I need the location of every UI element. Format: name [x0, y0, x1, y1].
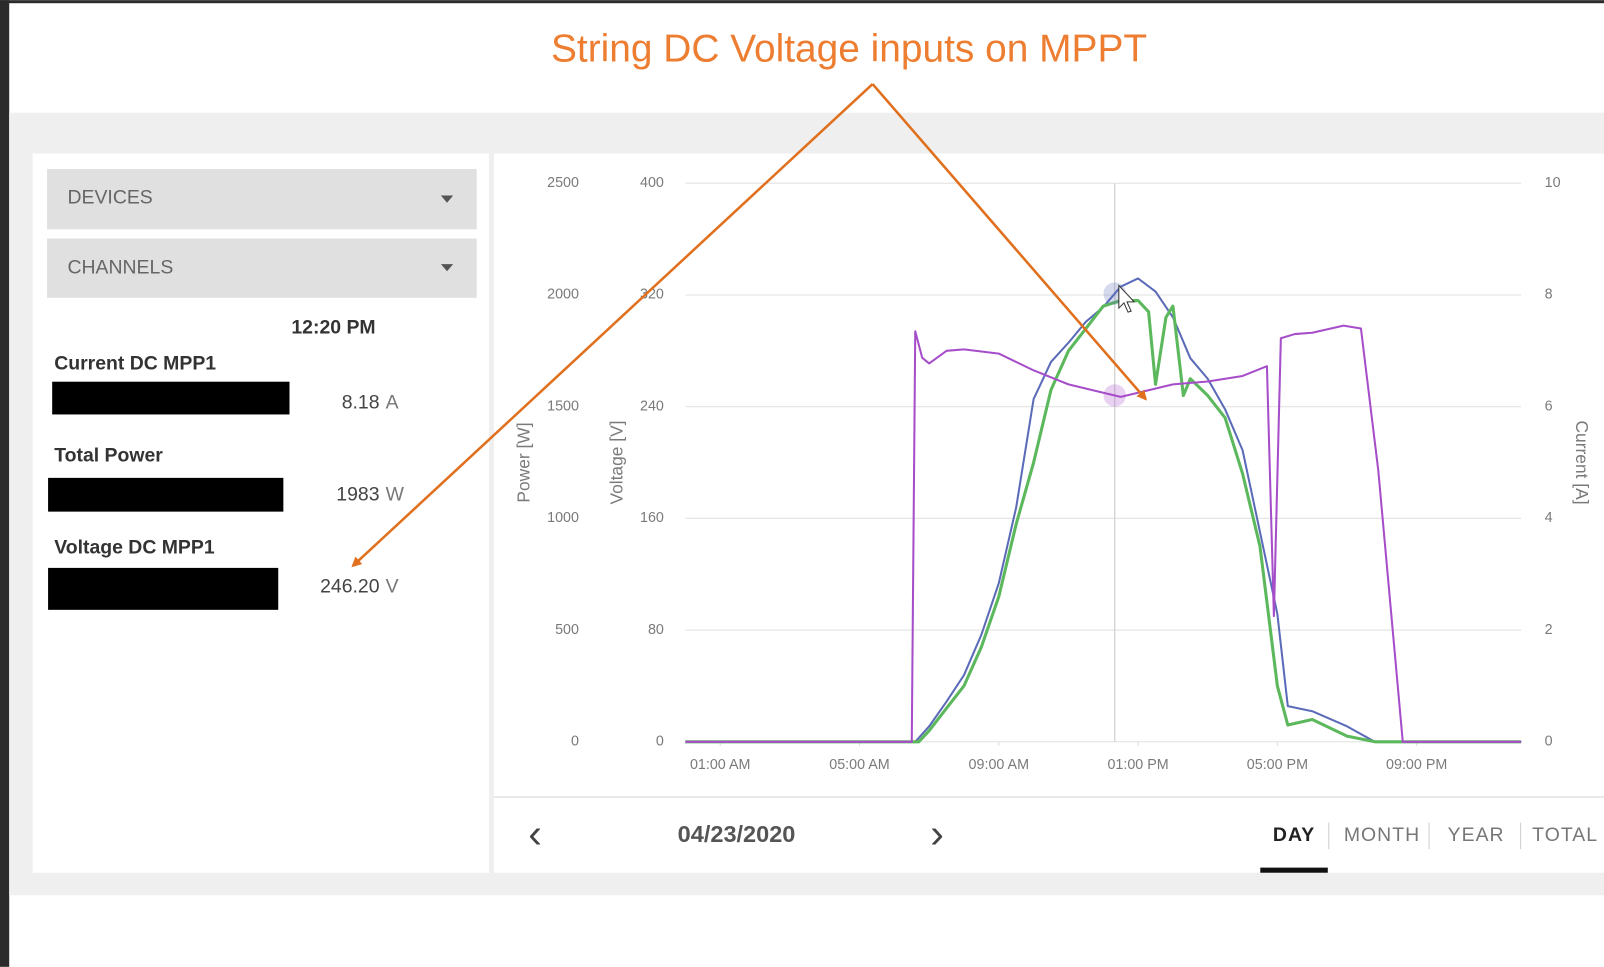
channels-label: CHANNELS — [68, 256, 174, 278]
devices-label: DEVICES — [68, 187, 153, 209]
x-tick-label: 09:00 PM — [1386, 757, 1447, 773]
reading-label: Voltage DC MPP1 — [54, 537, 215, 559]
period-tabs: DAY MONTH YEAR TOTAL — [1260, 822, 1598, 873]
chart-card — [494, 153, 1604, 873]
y-tick-label: 400 — [640, 175, 664, 191]
reading-unit: W — [386, 483, 405, 505]
next-button[interactable]: › — [930, 811, 944, 857]
y-tick-label: 2000 — [547, 287, 579, 303]
date: 04/23/2020 — [678, 821, 796, 847]
x-tick-label: 05:00 PM — [1247, 757, 1308, 773]
series-line — [685, 324, 1522, 743]
annotation-arrow — [351, 83, 874, 568]
tab[interactable]: DAY — [1273, 824, 1315, 846]
annotation-title: String DC Voltage inputs on MPPT — [551, 28, 1147, 71]
y-tick-label: 160 — [640, 510, 664, 526]
reading-value: 1983 — [336, 483, 379, 505]
caret — [440, 195, 454, 203]
reading-unit: V — [386, 575, 399, 597]
hover-dot — [1103, 384, 1127, 407]
y-tick-label: 2 — [1545, 622, 1553, 638]
x-tick-label: 01:00 PM — [1107, 757, 1168, 773]
y-tick-label: 2500 — [547, 175, 579, 191]
y-tick-label: 240 — [640, 398, 664, 414]
reading-value: 8.18 — [342, 391, 380, 413]
reading-value: 246.20 — [320, 575, 380, 597]
redaction — [48, 477, 284, 512]
reading-unit: A — [386, 391, 399, 413]
axis-label: Power [W] — [513, 422, 533, 502]
devices-dropdown[interactable] — [47, 168, 477, 230]
y-tick-label: 0 — [1545, 734, 1553, 750]
y-tick-label: 10 — [1545, 175, 1561, 191]
y-tick-label: 1000 — [547, 510, 579, 526]
series-line — [685, 277, 1522, 743]
y-tick-label: 320 — [640, 287, 664, 303]
left-edge — [0, 0, 10, 967]
x-tick-label: 09:00 AM — [969, 757, 1029, 773]
annotation-arrow — [871, 83, 1148, 401]
y-tick-label: 80 — [648, 622, 664, 638]
channels-dropdown[interactable] — [47, 238, 477, 298]
y-tick-label: 0 — [656, 734, 664, 750]
readings: Current DC MPP1 8.18 A Total Power 1983 W Volt… — [48, 352, 405, 610]
axis-label: Voltage [V] — [606, 421, 626, 505]
redaction — [48, 567, 279, 610]
y-tick-label: 0 — [571, 734, 579, 750]
reading-label: Total Power — [54, 445, 163, 467]
prev-button[interactable]: ‹ — [528, 811, 542, 857]
y-tick-label: 6 — [1545, 398, 1553, 414]
y-tick-label: 500 — [555, 622, 579, 638]
x-tick-label: 05:00 AM — [829, 757, 889, 773]
reading-label: Current DC MPP1 — [54, 352, 216, 374]
tab[interactable]: MONTH — [1344, 824, 1420, 846]
x-tick-label: 01:00 AM — [690, 757, 750, 773]
tab[interactable]: TOTAL — [1532, 824, 1598, 846]
top-edge — [0, 0, 1604, 4]
tab-underline — [1260, 867, 1328, 873]
axis-label: Current [A] — [1572, 421, 1592, 505]
y-tick-label: 8 — [1545, 287, 1553, 303]
y-tick-label: 4 — [1545, 510, 1553, 526]
series-line — [685, 299, 1522, 744]
redaction — [52, 381, 290, 415]
cursor — [1118, 284, 1136, 313]
y-tick-label: 1500 — [547, 398, 579, 414]
caret — [440, 264, 454, 272]
tab[interactable]: YEAR — [1448, 824, 1505, 846]
selected-time: 12:20 PM — [291, 317, 375, 339]
